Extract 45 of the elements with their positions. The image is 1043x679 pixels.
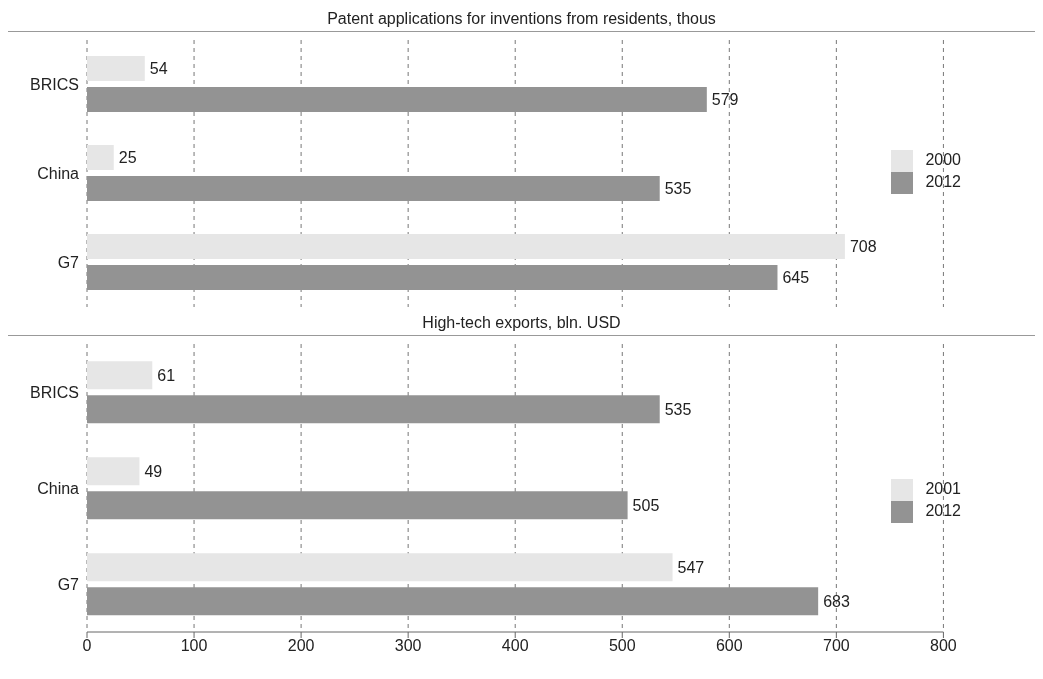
x-tick-label: 700 xyxy=(823,637,850,655)
bar xyxy=(87,553,673,582)
data-label: 547 xyxy=(677,558,705,576)
data-label: 645 xyxy=(782,269,810,287)
bar xyxy=(87,87,707,113)
x-tick-label: 500 xyxy=(608,637,636,655)
y-tick-label: China xyxy=(37,479,80,497)
x-tick-label: 0 xyxy=(82,637,92,655)
legend-label: 2000 xyxy=(925,151,961,169)
y-tick-label: G7 xyxy=(57,254,80,272)
bar xyxy=(87,587,819,616)
data-label: 708 xyxy=(849,238,877,256)
bar xyxy=(87,395,660,424)
y-tick-label: G7 xyxy=(57,575,80,593)
data-label: 535 xyxy=(664,400,692,418)
chart-title: Patent applications for inventions from residents, thous xyxy=(8,8,1035,32)
x-tick-label: 100 xyxy=(180,637,208,655)
chart-title: High-tech exports, bln. USD xyxy=(8,312,1035,336)
bar xyxy=(87,234,845,260)
data-label: 25 xyxy=(118,149,137,167)
y-tick-label: BRICS xyxy=(30,76,79,94)
data-label: 535 xyxy=(664,180,692,198)
bar xyxy=(87,176,660,202)
bar xyxy=(87,491,628,520)
bar xyxy=(87,56,145,82)
data-label: 61 xyxy=(157,366,176,384)
bar xyxy=(87,145,114,171)
legend-label: 2001 xyxy=(925,480,961,498)
data-label: 49 xyxy=(144,462,163,480)
data-label: 579 xyxy=(711,91,739,109)
x-tick-label: 300 xyxy=(394,637,422,655)
bar xyxy=(87,265,778,291)
x-tick-label: 400 xyxy=(501,637,529,655)
y-tick-label: BRICS xyxy=(30,383,79,401)
legend-label: 2012 xyxy=(925,173,961,191)
bar xyxy=(87,457,140,486)
x-tick-label: 200 xyxy=(287,637,315,655)
data-label: 505 xyxy=(632,496,660,514)
bar xyxy=(87,361,153,390)
x-tick-label: 800 xyxy=(930,637,957,655)
legend-label: 2012 xyxy=(925,502,961,520)
data-label: 683 xyxy=(823,592,850,610)
y-tick-label: China xyxy=(37,165,80,183)
x-tick-label: 600 xyxy=(715,637,743,655)
data-label: 54 xyxy=(149,60,168,78)
